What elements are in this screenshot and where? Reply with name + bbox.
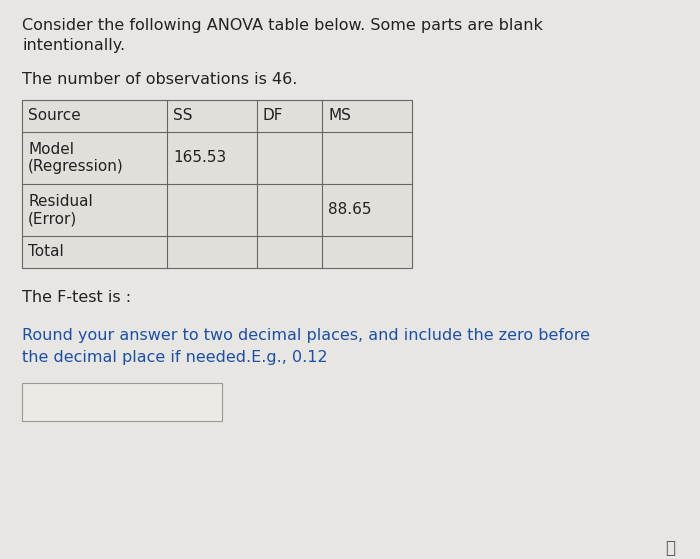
Text: SS: SS <box>173 108 193 124</box>
Text: Model
(Regression): Model (Regression) <box>28 141 124 174</box>
Text: DF: DF <box>263 108 284 124</box>
Text: Residual
(Error): Residual (Error) <box>28 193 92 226</box>
Text: Total: Total <box>28 244 64 259</box>
Text: 🚶: 🚶 <box>665 539 675 557</box>
Text: intentionally.: intentionally. <box>22 38 125 53</box>
Text: 88.65: 88.65 <box>328 202 372 217</box>
Text: MS: MS <box>328 108 351 124</box>
Text: 165.53: 165.53 <box>173 150 226 165</box>
Text: Round your answer to two decimal places, and include the zero before: Round your answer to two decimal places,… <box>22 328 590 343</box>
Bar <box>22 383 222 421</box>
Text: Consider the following ANOVA table below. Some parts are blank: Consider the following ANOVA table below… <box>22 18 543 33</box>
Text: Source: Source <box>28 108 80 124</box>
Text: The F-test is :: The F-test is : <box>22 290 131 305</box>
Text: the decimal place if needed.E.g., 0.12: the decimal place if needed.E.g., 0.12 <box>22 350 328 365</box>
Text: The number of observations is 46.: The number of observations is 46. <box>22 72 298 87</box>
Bar <box>22 100 412 268</box>
